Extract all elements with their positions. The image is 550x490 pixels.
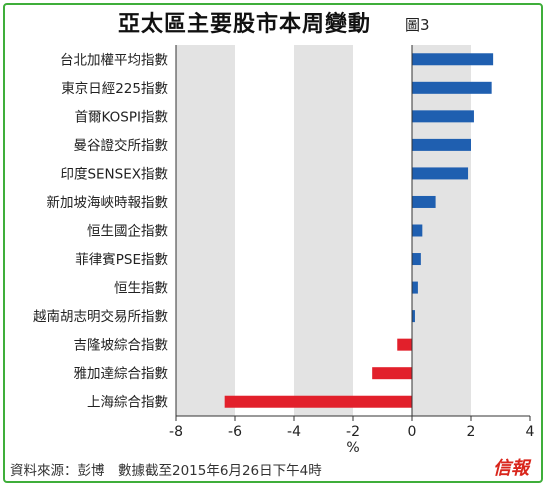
category-label: 吉隆坡綜合指數	[74, 338, 169, 354]
background-bands	[176, 45, 471, 416]
x-axis-label: %	[346, 440, 359, 456]
x-tick-label: 4	[526, 424, 535, 440]
bar	[397, 338, 412, 351]
x-tick-label: -2	[346, 424, 360, 440]
grid-band	[176, 45, 235, 416]
bar	[412, 110, 474, 123]
x-tick-label: -8	[169, 424, 183, 440]
category-label: 恒生指數	[114, 281, 168, 297]
category-label: 上海綜合指數	[87, 395, 168, 411]
x-tick-label: 0	[408, 424, 417, 440]
bar	[224, 395, 412, 408]
x-tick-label: -4	[287, 424, 301, 440]
x-tick-label: 2	[467, 424, 476, 440]
bar	[412, 281, 418, 294]
category-label: 菲律賓PSE指數	[75, 251, 168, 268]
category-label: 新加坡海峽時報指數	[47, 195, 169, 211]
bar	[412, 138, 471, 151]
brand-logo: 信報	[493, 458, 529, 479]
figure-label: 圖3	[405, 16, 430, 34]
bar	[372, 367, 412, 380]
bar	[412, 224, 423, 237]
bar	[412, 53, 494, 66]
category-label: 越南胡志明交易所指數	[33, 308, 168, 325]
category-label: 恒生國企指數	[87, 223, 168, 240]
x-axis: -8 -6 -4 -2 0 2 4%	[169, 45, 535, 456]
bar	[412, 310, 415, 323]
category-label: 首爾KOSPI指數	[75, 109, 169, 125]
grid-band	[294, 45, 353, 416]
source-note: 資料來源：彭博 數據截至2015年6月26日下午4時	[10, 463, 322, 479]
bars-group	[224, 53, 494, 408]
category-label: 印度SENSEX指數	[60, 166, 168, 182]
bar	[412, 195, 436, 208]
category-label: 曼谷證交所指數	[74, 137, 169, 154]
chart-title: 亞太區主要股市本周變動	[118, 12, 372, 37]
bar	[412, 81, 492, 94]
x-tick-label: -6	[228, 424, 242, 440]
bar	[412, 253, 421, 266]
bar	[412, 167, 469, 180]
category-label: 台北加權平均指數	[60, 52, 168, 68]
category-label: 東京日經225指數	[61, 81, 168, 97]
category-labels: 台北加權平均指數東京日經225指數首爾KOSPI指數曼谷證交所指數印度SENSE…	[33, 52, 168, 410]
category-label: 雅加達綜合指數	[74, 366, 169, 382]
